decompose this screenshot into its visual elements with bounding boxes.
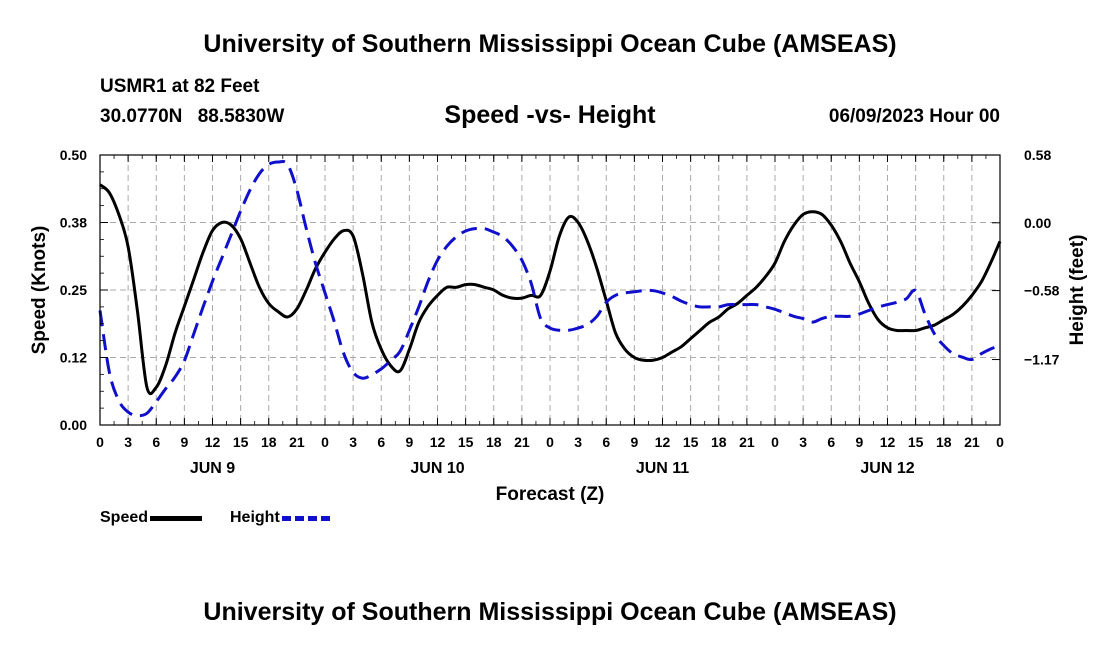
x-tick-label: 18 <box>261 434 277 450</box>
x-day-label: JUN 12 <box>860 460 914 477</box>
y-right-tick-label: 0.58 <box>1024 147 1051 163</box>
x-tick-label: 18 <box>711 434 727 450</box>
y-left-tick-label: 0.38 <box>60 215 87 231</box>
x-tick-label: 15 <box>908 434 924 450</box>
x-tick-label: 3 <box>124 434 132 450</box>
x-tick-label: 6 <box>827 434 835 450</box>
x-tick-label: 9 <box>180 434 188 450</box>
y-right-axis-label: Height (feet) <box>1067 235 1088 346</box>
legend-height-swatch <box>281 515 334 521</box>
x-tick-label: 3 <box>574 434 582 450</box>
series-line-speed <box>99 183 1002 396</box>
x-day-label: JUN 11 <box>636 460 689 477</box>
x-tick-label: 0 <box>771 434 779 450</box>
x-tick-label: 9 <box>405 434 413 450</box>
legend-speed: Speed <box>100 509 203 527</box>
axes: 0 3 6 9 12 15 18 21 0 3 6 9 12 15 18 21 0 3 6 9 12 15 18 21 0 3 6 9… <box>29 147 1088 505</box>
x-tick-label: 9 <box>855 434 863 450</box>
x-tick-label: 6 <box>377 434 385 450</box>
x-tick-label: 15 <box>458 434 474 450</box>
x-tick-label: 3 <box>349 434 357 450</box>
y-right-tick-label: 0.00 <box>1024 215 1051 231</box>
x-tick-label: 21 <box>289 434 305 450</box>
page-title: University of Southern Mississippi Ocean… <box>203 30 897 58</box>
x-tick-label: 21 <box>514 434 530 450</box>
y-right-tick-label: −0.58 <box>1024 283 1060 299</box>
x-day-label: JUN 9 <box>190 460 235 477</box>
y-left-tick-label: 0.25 <box>60 282 87 298</box>
latitude: 30.0770N <box>100 106 183 127</box>
x-tick-label: 18 <box>936 434 952 450</box>
forecast-datetime: 06/09/2023 Hour 00 <box>828 106 1000 127</box>
x-day-label: JUN 10 <box>410 460 464 477</box>
legend-speed-swatch <box>150 515 203 521</box>
legend-height-label: Height <box>230 509 280 526</box>
x-tick-label: 6 <box>602 434 610 450</box>
x-tick-label: 3 <box>799 434 807 450</box>
x-tick-label: 9 <box>630 434 638 450</box>
y-left-tick-label: 0.00 <box>60 417 87 433</box>
x-tick-label: 0 <box>321 434 329 450</box>
x-axis-label: Forecast (Z) <box>496 484 605 505</box>
x-tick-label: 12 <box>880 434 896 450</box>
station-label: USMR1 at 82 Feet <box>100 76 260 97</box>
longitude: 88.5830W <box>197 106 285 127</box>
x-tick-label: 6 <box>152 434 160 450</box>
x-tick-label: 21 <box>964 434 980 450</box>
y-right-tick-label: −1.17 <box>1024 352 1060 368</box>
station-coordinates: 30.0770N 88.5830W <box>100 106 284 128</box>
x-tick-label: 15 <box>683 434 699 450</box>
series-line-height <box>98 159 1001 418</box>
x-tick-label: 0 <box>996 434 1004 450</box>
chart-subtitle: Speed -vs- Height <box>444 101 656 129</box>
x-tick-label: 0 <box>96 434 104 450</box>
speed-height-chart: 0 3 6 9 12 15 18 21 0 3 6 9 12 15 18 21 0 3 6 9 12 15 18 21 0 3 6 9… <box>29 147 1088 505</box>
grid <box>100 155 1000 425</box>
x-tick-label: 12 <box>430 434 446 450</box>
x-tick-label: 0 <box>546 434 554 450</box>
x-tick-label: 18 <box>486 434 502 450</box>
x-tick-label: 15 <box>233 434 249 450</box>
series-layer <box>98 159 1002 418</box>
legend-speed-label: Speed <box>100 509 149 526</box>
x-tick-label: 12 <box>655 434 671 450</box>
y-left-tick-label: 0.50 <box>60 147 87 163</box>
x-tick-label: 21 <box>739 434 755 450</box>
y-left-axis-label: Speed (Knots) <box>29 226 50 355</box>
footer-title: University of Southern Mississippi Ocean… <box>203 598 897 626</box>
x-tick-label: 12 <box>205 434 221 450</box>
legend-height: Height <box>230 509 334 527</box>
y-left-tick-label: 0.12 <box>60 350 87 366</box>
